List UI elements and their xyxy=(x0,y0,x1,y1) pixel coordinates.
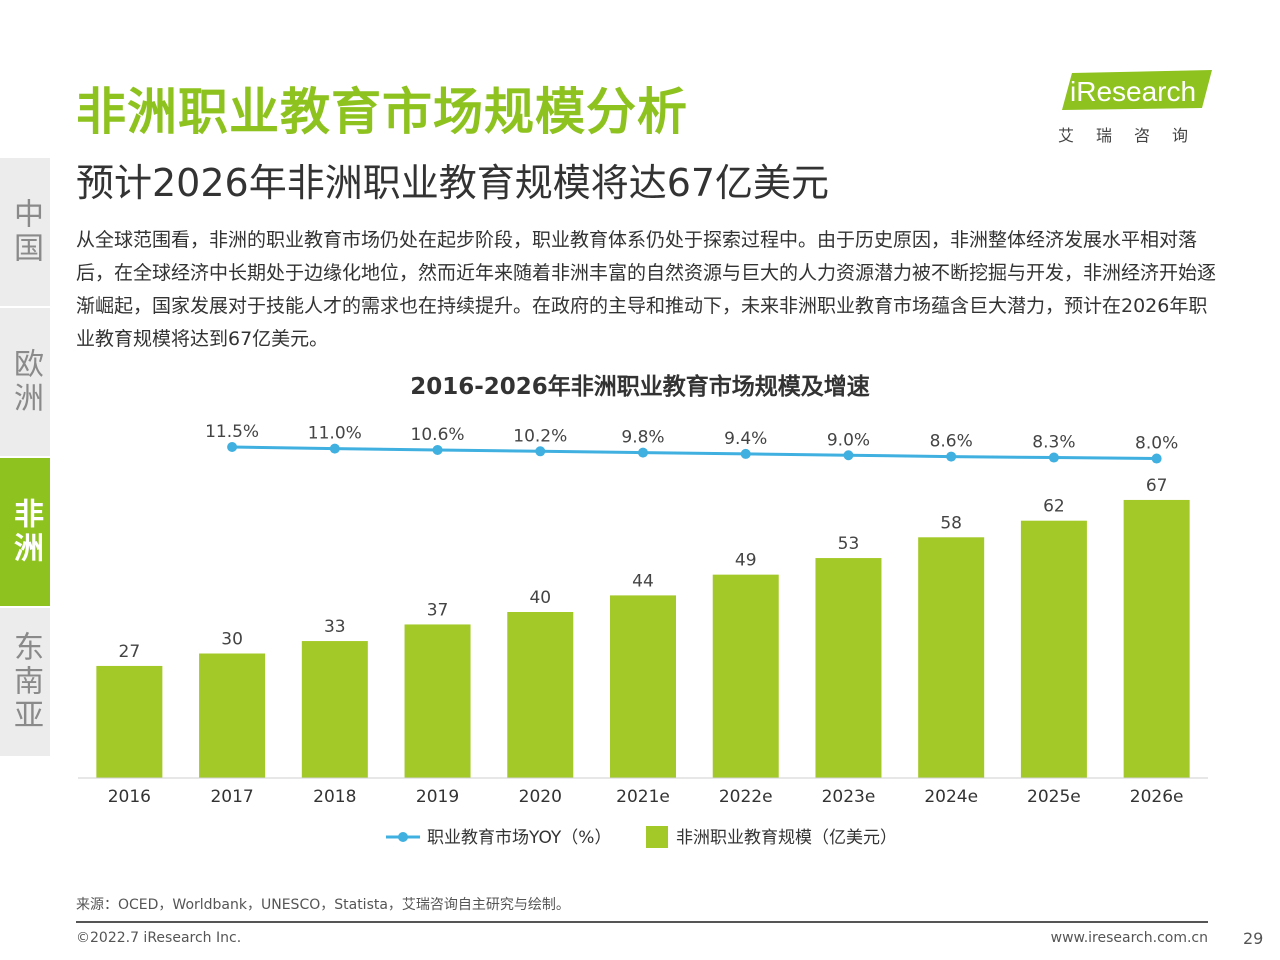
yoy-point-2020 xyxy=(535,446,546,457)
yoy-value-label: 9.8% xyxy=(621,428,664,448)
yoy-value-label: 8.6% xyxy=(930,432,973,452)
bar-value-label: 44 xyxy=(632,571,654,591)
bar-value-label: 40 xyxy=(529,588,551,608)
yoy-point-2018 xyxy=(329,443,340,454)
bar-value-label: 33 xyxy=(324,617,346,637)
sidebar-item-label: 东南亚 xyxy=(8,631,43,733)
x-tick-label: 2025e xyxy=(1027,787,1081,807)
bar-value-label: 37 xyxy=(427,600,449,620)
x-tick-label: 2023e xyxy=(822,787,876,807)
bar-value-label: 62 xyxy=(1043,497,1065,517)
x-tick-label: 2017 xyxy=(210,787,253,807)
x-tick-label: 2016 xyxy=(108,787,151,807)
x-tick-label: 2024e xyxy=(924,787,978,807)
x-tick-label: 2021e xyxy=(616,787,670,807)
legend-yoy-label: 职业教育市场YOY（%） xyxy=(427,828,611,848)
yoy-point-2025e xyxy=(1048,452,1059,463)
yoy-point-2024e xyxy=(946,451,957,462)
bar-value-label: 49 xyxy=(735,551,757,571)
logo-chinese-name: 艾瑞咨询 xyxy=(1058,126,1211,145)
bar-2022e xyxy=(712,574,779,778)
iresearch-logo-mark: iResearch xyxy=(1062,70,1212,110)
yoy-point-2023e xyxy=(843,450,854,461)
yoy-point-2026e xyxy=(1151,453,1162,464)
sidebar-item-label: 非洲 xyxy=(8,498,43,566)
bar-2021e xyxy=(610,595,676,778)
yoy-value-label: 9.4% xyxy=(724,429,767,449)
sidebar-item-southeast-asia[interactable]: 东南亚 xyxy=(0,608,50,756)
sidebar-item-africa[interactable]: 非洲 xyxy=(0,458,50,606)
bar-value-label: 30 xyxy=(221,630,243,650)
bar-2016 xyxy=(96,665,163,778)
footer-divider xyxy=(76,921,1208,923)
sidebar-item-europe[interactable]: 欧洲 xyxy=(0,308,50,456)
page-subtitle: 预计2026年非洲职业教育规模将达67亿美元 xyxy=(76,161,830,205)
page-title: 非洲职业教育市场规模分析 xyxy=(76,83,688,141)
bar-2020 xyxy=(507,612,574,778)
sidebar-item-china[interactable]: 中国 xyxy=(0,158,50,306)
market-size-chart: 27 2016 30 2017 33 2018 37 2019 40 2020 44 2021e 49 2… xyxy=(78,422,1208,848)
x-tick-label: 2020 xyxy=(519,787,562,807)
bar-2017 xyxy=(199,653,266,778)
yoy-point-2019 xyxy=(432,444,443,455)
sidebar-item-label: 中国 xyxy=(8,198,43,266)
iresearch-logo-wordmark: iResearch xyxy=(1070,76,1196,107)
bar-value-label: 58 xyxy=(940,513,962,533)
yoy-value-label: 8.0% xyxy=(1135,434,1178,454)
yoy-value-label: 11.0% xyxy=(308,424,362,444)
website-link[interactable]: www.iresearch.com.cn xyxy=(1050,930,1208,946)
yoy-value-label: 10.2% xyxy=(513,426,567,446)
bar-value-label: 27 xyxy=(119,642,141,662)
yoy-value-label: 11.5% xyxy=(205,422,259,442)
x-tick-label: 2022e xyxy=(719,787,773,807)
yoy-value-label: 8.3% xyxy=(1032,433,1075,453)
bar-value-label: 67 xyxy=(1146,476,1168,496)
x-tick-label: 2018 xyxy=(313,787,356,807)
iresearch-logo: iResearch 艾瑞咨询 xyxy=(1058,68,1218,148)
legend-line-marker xyxy=(398,832,408,842)
copyright: ©2022.7 iResearch Inc. xyxy=(76,930,242,946)
yoy-point-2017 xyxy=(227,442,238,452)
legend-bar-swatch xyxy=(646,826,668,848)
yoy-line xyxy=(232,445,1157,461)
bar-2019 xyxy=(404,624,471,778)
yoy-point-2021e xyxy=(638,447,648,458)
bar-2023e xyxy=(815,558,882,778)
source-note: 来源：OCED，Worldbank，UNESCO，Statista，艾瑞咨询自主… xyxy=(76,897,570,913)
yoy-value-label: 9.0% xyxy=(827,430,870,450)
yoy-point-2022e xyxy=(740,448,751,459)
x-tick-label: 2019 xyxy=(416,787,459,807)
bar-2018 xyxy=(301,641,368,778)
yoy-value-label: 10.6% xyxy=(411,425,465,445)
bar-2024e xyxy=(918,537,985,778)
intro-paragraph: 从全球范围看，非洲的职业教育市场仍处在起步阶段，职业教育体系仍处于探索过程中。由… xyxy=(76,229,1217,350)
bar-2026e xyxy=(1123,499,1190,778)
bar-value-label: 53 xyxy=(838,534,860,554)
page-number: 29 xyxy=(1243,929,1264,948)
chart-title: 2016-2026年非洲职业教育市场规模及增速 xyxy=(410,374,870,400)
sidebar-item-label: 欧洲 xyxy=(8,348,43,416)
legend-size-label: 非洲职业教育规模（亿美元） xyxy=(676,828,897,848)
region-sidebar: 中国 欧洲 非洲 东南亚 xyxy=(0,158,50,758)
bar-2025e xyxy=(1020,520,1087,778)
x-tick-label: 2026e xyxy=(1130,787,1184,807)
